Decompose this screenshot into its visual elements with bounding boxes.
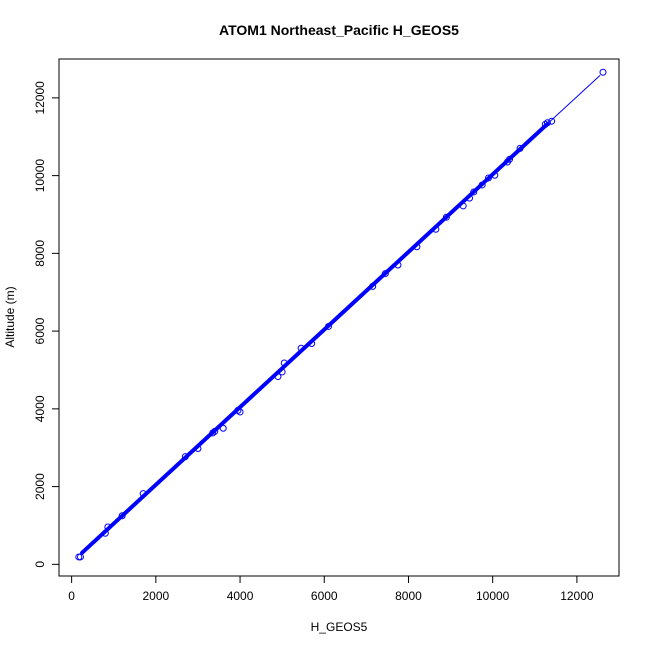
x-tick-label: 6000 [311, 589, 338, 603]
data-point [394, 261, 402, 269]
x-axis: 0 2000 4000 6000 8000 10000 12000 [68, 575, 594, 603]
data-point [211, 427, 219, 435]
data-point [234, 406, 242, 414]
data-points-layer [75, 68, 607, 561]
trend-line [81, 74, 601, 554]
data-point [219, 424, 227, 432]
data-point [432, 225, 440, 233]
x-tick-label: 8000 [395, 589, 422, 603]
data-point [506, 155, 514, 163]
data-point [324, 322, 332, 330]
data-point [194, 444, 202, 452]
x-tick-label: 0 [68, 589, 75, 603]
y-tick-label: 2000 [33, 473, 47, 500]
data-point [484, 174, 492, 182]
y-tick-label: 8000 [33, 240, 47, 267]
data-point [369, 282, 377, 290]
data-point [278, 368, 286, 376]
data-point [548, 117, 556, 125]
data-point [104, 523, 112, 531]
data-point [118, 512, 126, 520]
data-point [516, 144, 524, 152]
data-point [459, 202, 467, 210]
data-point [599, 68, 607, 76]
x-tick-label: 2000 [142, 589, 169, 603]
data-point [308, 340, 316, 348]
data-point [139, 490, 147, 498]
x-tick-label: 4000 [227, 589, 254, 603]
x-tick-label: 12000 [560, 589, 594, 603]
chart-title: ATOM1 Northeast_Pacific H_GEOS5 [219, 22, 459, 38]
data-point [236, 408, 244, 416]
y-tick-label: 6000 [33, 317, 47, 344]
data-point [280, 359, 288, 367]
data-point [413, 243, 421, 251]
data-point [543, 119, 551, 127]
data-point [381, 270, 389, 278]
y-tick-label: 10000 [33, 159, 47, 193]
data-point [470, 188, 478, 196]
data-point [478, 181, 486, 189]
data-point [491, 171, 499, 179]
data-point [297, 344, 305, 352]
y-tick-label: 0 [33, 561, 47, 568]
data-point [101, 529, 109, 537]
y-axis-label: Altitude (m) [3, 286, 17, 347]
data-point [442, 213, 450, 221]
data-point [466, 194, 474, 202]
x-axis-label: H_GEOS5 [311, 620, 368, 634]
x-tick-label: 10000 [476, 589, 510, 603]
data-point [209, 429, 217, 437]
data-point [76, 553, 84, 561]
y-tick-label: 12000 [33, 81, 47, 115]
data-point [274, 373, 282, 381]
data-point [541, 120, 549, 128]
y-tick-label: 4000 [33, 395, 47, 422]
data-point [181, 453, 189, 461]
y-axis: 0 2000 4000 6000 8000 10000 12000 [33, 81, 60, 568]
